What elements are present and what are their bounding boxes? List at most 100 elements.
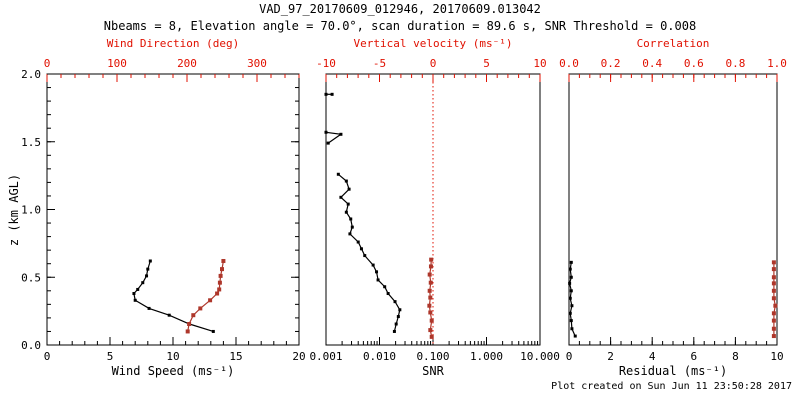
wind_direction-point (185, 329, 190, 334)
wind_direction-point (191, 313, 196, 318)
tick-label: 0.8 (725, 57, 745, 70)
tick-label: -10 (316, 57, 336, 70)
residual-point (569, 319, 573, 323)
tick-label: 5 (107, 350, 114, 363)
vertical_velocity-point (429, 257, 434, 262)
wind-direction-axis-title: Wind Direction (deg) (106, 37, 240, 50)
y-axis-title: z (km AGL) (7, 173, 21, 247)
snr_profile-point (348, 232, 352, 236)
vertical_velocity-point (428, 328, 433, 333)
residual-point (569, 289, 573, 293)
residual-point (569, 275, 573, 279)
residual-point (569, 260, 573, 264)
vertical_velocity-point (429, 334, 434, 339)
wind_speed-point (133, 298, 137, 302)
residual-point (568, 296, 572, 300)
tick-label: 0.001 (309, 350, 342, 363)
tick-label: 0.0 (21, 339, 41, 352)
tick-label: 0 (430, 57, 437, 70)
snr_profile-line (337, 173, 401, 332)
correlation-point (773, 303, 778, 308)
correlation-point (771, 296, 776, 301)
snr_profile-point (336, 172, 340, 176)
correlation-point (771, 275, 776, 280)
snr_profile-point (350, 225, 354, 229)
snr_profile-point (392, 329, 396, 333)
chart-title: VAD_97_20170609_012946, 20170609.013042 (259, 2, 541, 16)
residual-point (568, 281, 572, 285)
correlation-point (771, 326, 776, 331)
snr_profile-point (398, 308, 402, 312)
correlation-point (771, 318, 776, 323)
tick-label: 4 (649, 350, 656, 363)
tick-label: 0 (566, 350, 573, 363)
residual-point (570, 327, 574, 331)
wind_speed-point (211, 329, 215, 333)
vertical_velocity-point (428, 280, 433, 285)
wind_direction-point (220, 267, 224, 272)
tick-label: 0.5 (21, 271, 41, 284)
tick-label: 20 (292, 350, 305, 363)
tick-label: 10.000 (520, 350, 560, 363)
vertical_velocity-point (427, 272, 432, 277)
correlation-point (771, 267, 776, 272)
residual-point (568, 311, 572, 315)
tick-label: 2.0 (21, 68, 41, 81)
wind_speed-point (145, 274, 149, 278)
wind_direction-point (218, 273, 223, 278)
vertical_velocity-point (428, 295, 433, 300)
tick-label: 0.010 (363, 350, 396, 363)
snr_profile-point (376, 278, 380, 282)
tick-label: 1.0 (21, 204, 41, 217)
correlation-point (771, 288, 776, 293)
chart-subtitle: Nbeams = 8, Elevation angle = 70.0°, sca… (103, 19, 697, 33)
wind_direction-point (217, 287, 222, 292)
snr_profile-point (394, 322, 398, 326)
vertical_velocity-point (428, 310, 433, 315)
tick-label: 6 (690, 350, 697, 363)
residual-point (570, 304, 574, 308)
snr_profile-point (393, 300, 397, 304)
tick-label: 10 (166, 350, 179, 363)
snr_profile-point (324, 130, 328, 134)
wind_direction-line (187, 260, 224, 332)
snr_profile-point (356, 240, 360, 244)
wind_direction-point (215, 291, 220, 296)
tick-label: 0.0 (559, 57, 579, 70)
tick-label: 5 (483, 57, 490, 70)
vertical_velocity-point (429, 318, 434, 323)
tick-label: 8 (732, 350, 739, 363)
panel-box (568, 73, 778, 346)
correlation-point (771, 281, 776, 286)
tick-label: 0.6 (684, 57, 704, 70)
snr_profile-point (349, 217, 353, 221)
snr_profile-point (339, 195, 343, 199)
panel-box (46, 73, 300, 346)
wind-speed-axis-title: Wind Speed (ms⁻¹) (111, 364, 235, 378)
wind_speed-point (146, 267, 150, 271)
snr_profile-point (344, 179, 348, 183)
tick-label: 1.0 (767, 57, 787, 70)
tick-label: 10 (770, 350, 783, 363)
tick-label: 1.5 (21, 136, 41, 149)
snr_profile-point (326, 141, 330, 145)
tick-label: 200 (177, 57, 197, 70)
snr_profile-point (359, 247, 363, 251)
snr_profile-point (347, 187, 351, 191)
snr_profile-point (324, 92, 328, 96)
snr_profile-point (383, 285, 387, 289)
wind_speed-point (148, 259, 152, 263)
wind_direction-point (198, 306, 203, 311)
snr_profile-point (346, 202, 350, 206)
tick-label: 0.2 (601, 57, 621, 70)
snr_profile-point (339, 132, 343, 136)
correlation-point (771, 334, 776, 339)
snr_profile-point (363, 254, 367, 258)
wind_speed-line (133, 260, 214, 332)
snr_profile-point (375, 270, 379, 274)
snr_profile-point (330, 92, 334, 96)
vertical_velocity-point (428, 264, 433, 269)
correlation-axis-title: Correlation (636, 37, 710, 50)
